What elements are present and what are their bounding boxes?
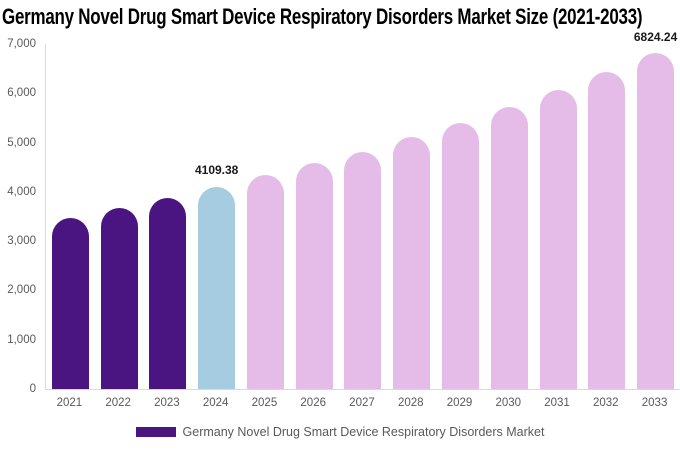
x-tick-label-2022: 2022 (105, 397, 131, 409)
bars: 4109.38 6824.24 (46, 30, 680, 389)
bar-slot-2028 (387, 44, 436, 389)
bar-2032[interactable] (588, 72, 626, 389)
bar-2021[interactable] (51, 218, 89, 389)
bar-2028[interactable] (393, 136, 431, 389)
y-tick-label: 0 (29, 383, 36, 395)
bar-2029[interactable] (442, 122, 479, 389)
y-tick-label: 7,000 (7, 38, 36, 50)
legend-swatch[interactable] (135, 427, 176, 437)
bar-slot-2032 (582, 44, 631, 389)
x-tick-label-2026: 2026 (300, 397, 326, 409)
bar-2033[interactable] (637, 52, 675, 389)
bar-slot-2023 (144, 44, 193, 389)
x-tick-label-2023: 2023 (154, 397, 180, 409)
chart-title: Germany Novel Drug Smart Device Respirat… (2, 4, 643, 29)
plot-area: 4109.38 6824.24 (45, 30, 680, 390)
bar-slot-2027 (339, 44, 388, 389)
bar-slot-2022 (95, 44, 144, 389)
y-tick-label: 1,000 (7, 333, 36, 346)
bar-slot-2024: 4109.38 (192, 44, 241, 389)
x-tick-label-2030: 2030 (495, 397, 522, 409)
x-tick-label-2032: 2032 (593, 397, 619, 409)
bar-slot-2033: 6824.24 (631, 30, 680, 389)
bar-2023[interactable] (149, 197, 187, 389)
x-tick-label-2021: 2021 (56, 397, 83, 409)
bar-slot-2030 (485, 44, 534, 389)
bar-slot-2031 (534, 44, 583, 389)
x-tick-label-2031: 2031 (544, 397, 570, 409)
bar-value-label-2024: 4109.38 (194, 163, 239, 178)
x-tick-label-2033: 2033 (641, 397, 668, 409)
y-tick-label: 2,000 (7, 284, 36, 297)
bar-value-label-2033: 6824.24 (633, 29, 678, 44)
y-tick-label: 5,000 (7, 136, 36, 149)
bar-slot-2029 (436, 44, 485, 389)
x-tick-label-2024: 2024 (202, 397, 229, 409)
legend-item[interactable]: Germany Novel Drug Smart Device Respirat… (0, 425, 680, 439)
legend-label: Germany Novel Drug Smart Device Respirat… (182, 425, 545, 439)
bar-slot-2021 (46, 44, 95, 389)
y-tick-label: 6,000 (7, 87, 36, 100)
y-tick-label: 3,000 (7, 235, 36, 248)
bar-slot-2025 (241, 44, 290, 389)
x-tick-label-2028: 2028 (397, 397, 424, 409)
bar-2022[interactable] (100, 208, 138, 389)
y-axis-labels: 7,000 6,000 5,000 4,000 3,000 2,000 1,000 0 (0, 38, 36, 395)
bar-2030[interactable] (490, 107, 528, 389)
x-tick-label-2029: 2029 (446, 397, 473, 409)
x-tick-label-2027: 2027 (349, 397, 375, 409)
bar-2031[interactable] (539, 90, 577, 389)
x-tick-label-2025: 2025 (251, 397, 278, 409)
y-tick-label: 4,000 (7, 185, 36, 198)
bar-2025[interactable] (246, 174, 284, 389)
bar-2026[interactable] (295, 162, 333, 389)
bar-slot-2026 (290, 44, 339, 389)
x-axis-labels: 2021 2022 2023 2024 2025 2026 2027 2028 2029 2030… (45, 397, 679, 409)
bar-2024[interactable] (198, 186, 236, 389)
bar-2027[interactable] (344, 151, 382, 389)
